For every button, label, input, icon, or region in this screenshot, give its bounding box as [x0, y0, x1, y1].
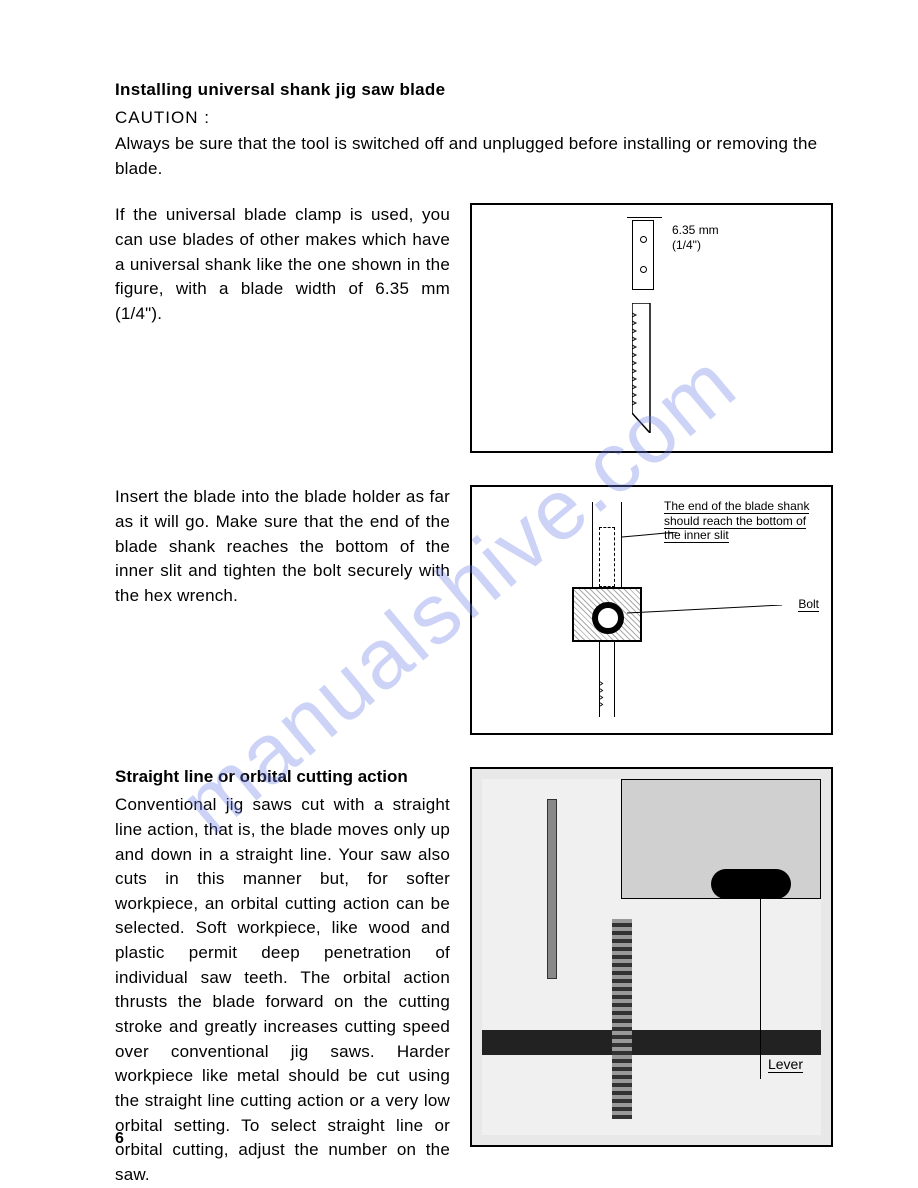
blade-teeth-icon	[600, 642, 614, 717]
dimension-label: 6.35 mm (1/4")	[672, 223, 719, 252]
figure-1: 6.35 mm (1/4")	[470, 203, 833, 453]
lever-label-text: Lever	[768, 1056, 803, 1073]
text-col-3: Straight line or orbital cutting action …	[115, 767, 450, 1187]
paragraph-1: If the universal blade clamp is used, yo…	[115, 203, 450, 326]
blade-serrated-icon	[632, 303, 654, 433]
bolt-pointer-line	[627, 605, 797, 615]
shank-diagram	[632, 220, 654, 290]
row-3: Straight line or orbital cutting action …	[115, 767, 833, 1187]
slit-label: The end of the blade shank should reach …	[664, 499, 819, 542]
text-col-1: If the universal blade clamp is used, yo…	[115, 203, 450, 453]
shank-hole-bottom	[640, 266, 647, 273]
figure-3: Lever	[470, 767, 833, 1147]
rod	[547, 799, 557, 979]
bolt-label-text: Bolt	[798, 597, 819, 612]
caution-text: Always be sure that the tool is switched…	[115, 132, 833, 181]
lever-label: Lever	[768, 1056, 803, 1073]
section-2-title: Straight line or orbital cutting action	[115, 767, 450, 787]
row-1: If the universal blade clamp is used, yo…	[115, 203, 833, 453]
lever-pointer-line	[760, 899, 761, 1079]
text-col-2: Insert the blade into the blade holder a…	[115, 485, 450, 735]
base-plate	[482, 1030, 821, 1055]
inner-slit	[599, 527, 615, 587]
paragraph-2: Insert the blade into the blade holder a…	[115, 485, 450, 608]
row-2: Insert the blade into the blade holder a…	[115, 485, 833, 735]
figure-2: The end of the blade shank should reach …	[470, 485, 833, 735]
lever-slot	[711, 869, 791, 899]
caution-label: CAUTION :	[115, 108, 833, 128]
bolt-label: Bolt	[798, 597, 819, 611]
photo-body: Lever	[482, 779, 821, 1135]
slit-pointer-line	[622, 532, 682, 542]
blade-photo	[612, 919, 632, 1119]
section-title: Installing universal shank jig saw blade	[115, 80, 833, 100]
blade-below	[599, 642, 615, 717]
page-number: 6	[115, 1130, 124, 1148]
paragraph-3: Conventional jig saws cut with a straigh…	[115, 793, 450, 1187]
dimension-line	[627, 217, 662, 218]
slit-label-text: The end of the blade shank should reach …	[664, 499, 809, 543]
shank-hole-top	[640, 236, 647, 243]
